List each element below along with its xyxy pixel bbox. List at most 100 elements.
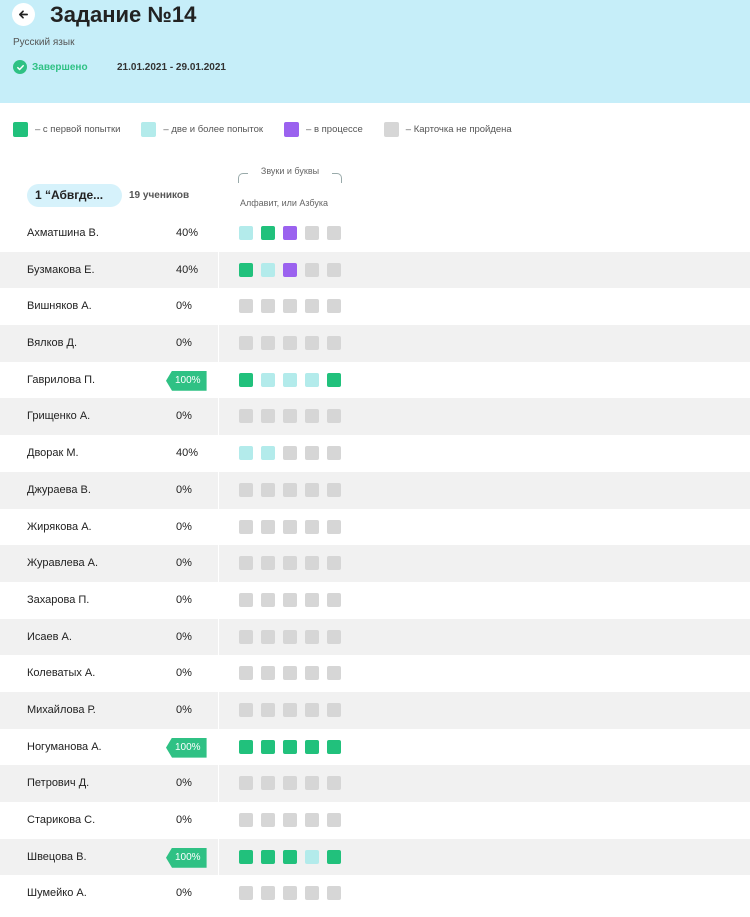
card-status-multi[interactable]	[305, 372, 319, 387]
card-status-none[interactable]	[261, 519, 275, 534]
card-status-none[interactable]	[261, 886, 275, 901]
card-status-none[interactable]	[283, 813, 297, 827]
card-status-first[interactable]	[327, 372, 341, 387]
card-status-none[interactable]	[305, 813, 319, 827]
card-status-multi[interactable]	[261, 372, 275, 387]
card-status-none[interactable]	[283, 592, 297, 607]
card-status-first[interactable]	[239, 372, 253, 387]
card-status-first[interactable]	[283, 739, 297, 754]
lesson-title[interactable]: Алфавит, или Азбука	[240, 198, 329, 208]
card-status-first[interactable]	[283, 849, 297, 864]
card-status-none[interactable]	[283, 409, 297, 424]
card-status-progress[interactable]	[283, 226, 297, 240]
card-status-none[interactable]	[327, 702, 341, 717]
card-status-multi[interactable]	[261, 446, 275, 461]
card-status-none[interactable]	[283, 519, 297, 534]
card-status-none[interactable]	[261, 556, 275, 571]
card-results	[239, 592, 349, 607]
card-status-none[interactable]	[305, 519, 319, 534]
card-status-multi[interactable]	[305, 849, 319, 864]
card-status-none[interactable]	[305, 409, 319, 424]
card-status-none[interactable]	[305, 446, 319, 461]
card-status-none[interactable]	[261, 666, 275, 681]
card-status-none[interactable]	[327, 262, 341, 277]
card-status-first[interactable]	[327, 849, 341, 864]
card-status-none[interactable]	[239, 776, 253, 791]
card-status-none[interactable]	[305, 776, 319, 791]
card-status-none[interactable]	[327, 519, 341, 534]
card-status-first[interactable]	[239, 849, 253, 864]
card-status-none[interactable]	[261, 813, 275, 827]
card-status-none[interactable]	[283, 299, 297, 314]
card-status-none[interactable]	[239, 482, 253, 497]
card-status-none[interactable]	[327, 409, 341, 424]
student-name: Дворак М.	[27, 447, 79, 460]
card-status-none[interactable]	[327, 482, 341, 497]
card-status-first[interactable]	[327, 739, 341, 754]
card-status-none[interactable]	[261, 482, 275, 497]
card-status-none[interactable]	[261, 629, 275, 644]
card-status-none[interactable]	[239, 666, 253, 681]
card-status-multi[interactable]	[239, 226, 253, 240]
card-status-none[interactable]	[305, 629, 319, 644]
card-status-first[interactable]	[261, 849, 275, 864]
card-status-none[interactable]	[305, 556, 319, 571]
card-status-none[interactable]	[239, 556, 253, 571]
card-status-none[interactable]	[305, 702, 319, 717]
card-status-none[interactable]	[305, 262, 319, 277]
card-status-none[interactable]	[261, 702, 275, 717]
card-status-progress[interactable]	[283, 262, 297, 277]
card-status-multi[interactable]	[283, 372, 297, 387]
card-status-none[interactable]	[239, 409, 253, 424]
card-status-first[interactable]	[261, 226, 275, 240]
card-status-none[interactable]	[305, 226, 319, 240]
card-status-multi[interactable]	[239, 446, 253, 461]
card-status-none[interactable]	[239, 886, 253, 901]
back-button[interactable]	[12, 3, 35, 26]
card-status-first[interactable]	[261, 739, 275, 754]
card-status-none[interactable]	[283, 336, 297, 351]
card-status-none[interactable]	[283, 482, 297, 497]
card-status-none[interactable]	[261, 592, 275, 607]
card-status-none[interactable]	[327, 886, 341, 901]
card-status-none[interactable]	[283, 702, 297, 717]
card-status-none[interactable]	[261, 299, 275, 314]
card-status-none[interactable]	[239, 629, 253, 644]
card-status-none[interactable]	[305, 299, 319, 314]
card-status-none[interactable]	[283, 886, 297, 901]
card-status-none[interactable]	[261, 776, 275, 791]
card-status-none[interactable]	[327, 556, 341, 571]
card-status-none[interactable]	[283, 556, 297, 571]
card-status-none[interactable]	[327, 629, 341, 644]
card-status-first[interactable]	[239, 262, 253, 277]
card-status-none[interactable]	[239, 299, 253, 314]
card-status-none[interactable]	[327, 666, 341, 681]
card-status-none[interactable]	[239, 813, 253, 827]
card-status-none[interactable]	[239, 702, 253, 717]
group-selector[interactable]: 1 “Абвгде...	[27, 184, 122, 207]
card-status-none[interactable]	[239, 336, 253, 351]
card-status-none[interactable]	[283, 446, 297, 461]
card-status-none[interactable]	[305, 592, 319, 607]
card-status-none[interactable]	[305, 886, 319, 901]
card-status-none[interactable]	[327, 446, 341, 461]
card-status-none[interactable]	[261, 336, 275, 351]
card-status-none[interactable]	[305, 666, 319, 681]
card-status-none[interactable]	[283, 629, 297, 644]
card-status-none[interactable]	[239, 592, 253, 607]
card-status-none[interactable]	[283, 776, 297, 791]
card-status-none[interactable]	[327, 336, 341, 351]
card-status-none[interactable]	[327, 813, 341, 827]
card-status-none[interactable]	[305, 482, 319, 497]
card-status-first[interactable]	[305, 739, 319, 754]
card-status-none[interactable]	[327, 299, 341, 314]
card-status-none[interactable]	[305, 336, 319, 351]
card-status-multi[interactable]	[261, 262, 275, 277]
card-status-none[interactable]	[327, 226, 341, 240]
card-status-none[interactable]	[239, 519, 253, 534]
card-status-none[interactable]	[261, 409, 275, 424]
card-status-first[interactable]	[239, 739, 253, 754]
card-status-none[interactable]	[283, 666, 297, 681]
card-status-none[interactable]	[327, 776, 341, 791]
card-status-none[interactable]	[327, 592, 341, 607]
